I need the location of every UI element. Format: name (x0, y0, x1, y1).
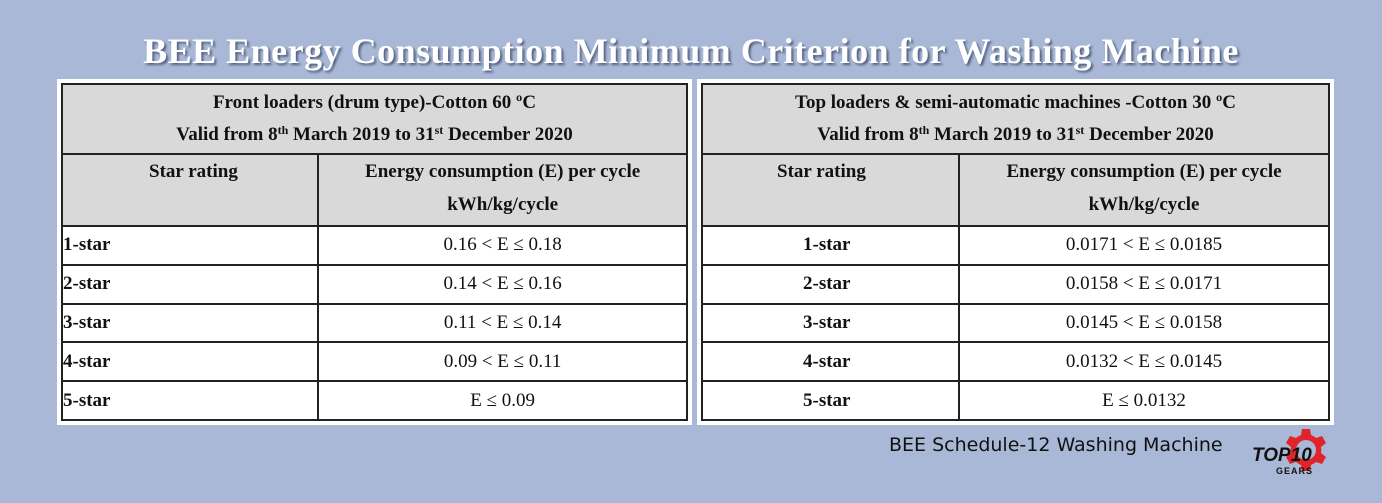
front-loader-criteria-table: Front loaders (drum type)-Cotton 60 ºC V… (57, 79, 692, 425)
table-row: 4-star 0.09 < E ≤ 0.11 (60, 341, 688, 383)
top10-gears-logo: TOP10 GEARS (1250, 425, 1336, 477)
table-row: 2-star 0.14 < E ≤ 0.16 (60, 263, 688, 305)
gear-icon: TOP10 GEARS (1252, 429, 1326, 476)
column-header-energy: Energy consumption (E) per cycle kWh/kg/… (317, 153, 688, 227)
table-row: 3-star 0.0145 < E ≤ 0.0158 (700, 302, 1330, 344)
source-caption: BEE Schedule-12 Washing Machine (889, 434, 1223, 456)
column-header-star-rating: Star rating (60, 153, 320, 227)
svg-text:TOP10: TOP10 (1252, 445, 1312, 466)
column-header-energy: Energy consumption (E) per cycle kWh/kg/… (958, 153, 1330, 227)
svg-text:GEARS: GEARS (1276, 466, 1313, 476)
table-heading-line1: Top loaders & semi-automatic machines -C… (795, 92, 1236, 113)
table-heading-line2: Valid from 8th March 2019 to 31st Decemb… (817, 123, 1214, 145)
page-title: BEE Energy Consumption Minimum Criterion… (143, 31, 1239, 71)
table-heading: Front loaders (drum type)-Cotton 60 ºC V… (61, 83, 688, 155)
table-row: 5-star E ≤ 0.0132 (700, 380, 1330, 421)
table-row: 5-star E ≤ 0.09 (60, 380, 688, 421)
table-row: 2-star 0.0158 < E ≤ 0.0171 (700, 263, 1330, 305)
table-heading: Top loaders & semi-automatic machines -C… (701, 83, 1330, 155)
column-header-star-rating: Star rating (700, 153, 961, 227)
table-heading-line2: Valid from 8th March 2019 to 31st Decemb… (176, 123, 573, 145)
table-row: 1-star 0.16 < E ≤ 0.18 (60, 225, 688, 266)
table-row: 4-star 0.0132 < E ≤ 0.0145 (700, 341, 1330, 383)
table-row: 1-star 0.0171 < E ≤ 0.0185 (700, 225, 1330, 266)
top-loader-criteria-table: Top loaders & semi-automatic machines -C… (697, 79, 1334, 425)
table-heading-line1: Front loaders (drum type)-Cotton 60 ºC (212, 92, 537, 113)
table-row: 3-star 0.11 < E ≤ 0.14 (60, 302, 688, 344)
